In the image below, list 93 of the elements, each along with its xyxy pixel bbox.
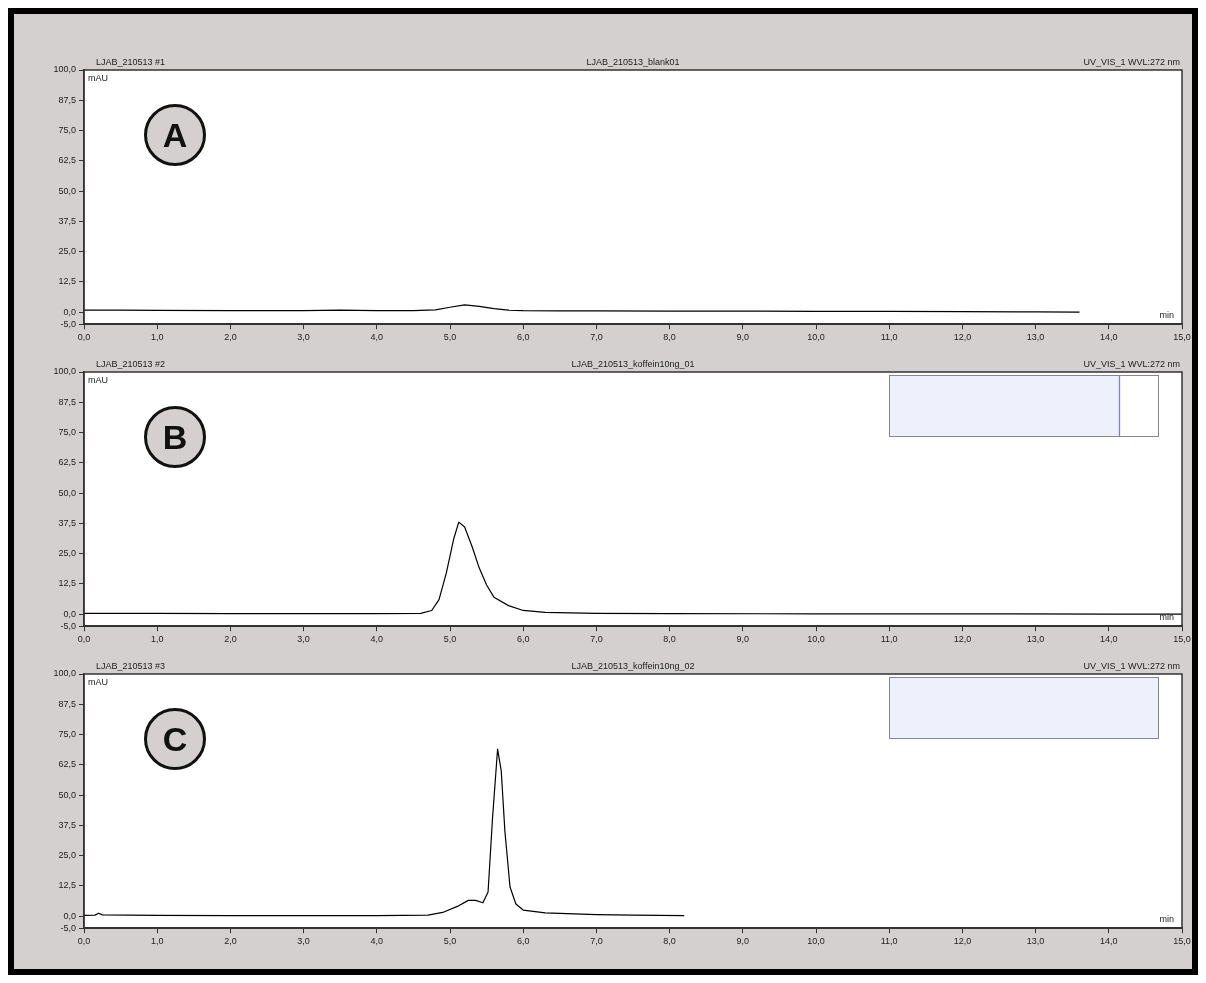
x-tick-label: 9,0	[736, 936, 750, 947]
x-tick-label: 3,0	[297, 332, 310, 343]
y-tick-label: 37,5	[58, 819, 76, 830]
y-tick-label: 25,0	[58, 246, 76, 257]
x-tick-label: 13,0	[1026, 936, 1045, 947]
x-tick-label: 10,0	[807, 332, 825, 343]
x-tick-label: 3,0	[297, 634, 310, 645]
y-tick-label: -5,0	[60, 620, 76, 631]
y-tick-label: 62,5	[58, 155, 76, 166]
x-tick-label: 8,0	[663, 936, 676, 947]
y-tick-label: 25,0	[58, 548, 76, 559]
x-tick-label: 12,0	[953, 936, 972, 947]
x-tick-label: 4,0	[370, 936, 384, 947]
y-tick-label: 100,0	[53, 366, 76, 377]
y-tick-label: -5,0	[60, 318, 76, 329]
y-tick-label: 62,5	[58, 457, 76, 468]
x-tick-label: 6,0	[516, 332, 530, 343]
x-tick-label: 9,0	[736, 634, 750, 645]
x-tick-label: 10,0	[807, 936, 825, 947]
y-tick-label: 50,0	[58, 185, 76, 196]
x-tick-label: 15,0	[1173, 634, 1191, 645]
x-tick-label: 6,0	[516, 634, 530, 645]
y-axis-title: mAU	[88, 72, 108, 83]
x-tick-label: 13,0	[1026, 332, 1045, 343]
y-tick-label: 50,0	[58, 789, 76, 800]
y-tick-label: 100,0	[53, 668, 76, 679]
x-tick-label: 2,0	[224, 936, 237, 947]
x-tick-label: 5,0	[443, 936, 457, 947]
text: UV_VIS_1 WVL:272 nm	[1083, 358, 1180, 369]
y-tick-label: 12,5	[58, 880, 76, 891]
x-tick-label: 15,0	[1173, 936, 1191, 947]
x-tick-label: 7,0	[590, 332, 603, 343]
y-tick-label: 87,5	[58, 698, 76, 709]
y-tick-label: 75,0	[58, 125, 76, 136]
y-tick-label: 62,5	[58, 759, 76, 770]
y-tick-label: 0,0	[63, 608, 76, 619]
x-tick-label: 4,0	[370, 332, 384, 343]
x-axis-title: min	[1159, 612, 1174, 623]
x-tick-label: 1,0	[150, 634, 164, 645]
y-tick-label: 87,5	[58, 94, 76, 105]
x-tick-label: 1,0	[150, 332, 164, 343]
x-tick-label: 0,0	[77, 332, 91, 343]
y-tick-label: 37,5	[58, 517, 76, 528]
x-tick-label: 5,0	[443, 332, 457, 343]
x-tick-label: 0,0	[77, 936, 91, 947]
chart-title: LJAB_210513_blank01	[586, 56, 680, 67]
x-tick-label: 13,0	[1026, 634, 1045, 645]
x-tick-label: 8,0	[663, 332, 676, 343]
x-tick-label: 1,0	[150, 936, 164, 947]
text: UV_VIS_1 WVL:272 nm	[1083, 56, 1180, 67]
text: LJAB_210513 #3	[96, 660, 166, 671]
x-tick-label: 14,0	[1100, 332, 1118, 343]
x-tick-label: 4,0	[370, 634, 384, 645]
y-tick-label: 75,0	[58, 729, 76, 740]
y-tick-label: 50,0	[58, 487, 76, 498]
x-tick-label: 0,0	[77, 634, 91, 645]
x-tick-label: 9,0	[736, 332, 750, 343]
chart-title: LJAB_210513_koffein10ng_01	[571, 358, 695, 369]
x-tick-label: 5,0	[443, 634, 457, 645]
y-tick-label: 75,0	[58, 427, 76, 438]
y-axis-title: mAU	[88, 676, 108, 687]
y-tick-label: 12,5	[58, 578, 76, 589]
y-tick-label: 87,5	[58, 396, 76, 407]
y-axis-title: mAU	[88, 374, 108, 385]
x-tick-label: 11,0	[880, 936, 898, 947]
y-tick-label: -5,0	[60, 922, 76, 933]
text: LJAB_210513 #2	[96, 358, 166, 369]
x-axis-title: min	[1159, 914, 1174, 925]
x-tick-label: 7,0	[590, 634, 603, 645]
y-tick-label: 37,5	[58, 215, 76, 226]
y-tick-label: 25,0	[58, 850, 76, 861]
x-tick-label: 2,0	[224, 332, 237, 343]
x-tick-label: 14,0	[1100, 634, 1118, 645]
x-tick-label: 8,0	[663, 634, 676, 645]
x-tick-label: 7,0	[590, 936, 603, 947]
x-tick-label: 3,0	[297, 936, 310, 947]
x-tick-label: 12,0	[953, 332, 972, 343]
x-tick-label: 10,0	[807, 634, 825, 645]
y-tick-label: 100,0	[53, 64, 76, 75]
x-tick-label: 11,0	[880, 634, 898, 645]
x-tick-label: 2,0	[224, 634, 237, 645]
chart-title: LJAB_210513_koffein10ng_02	[571, 660, 695, 671]
y-tick-label: 0,0	[63, 910, 76, 921]
text: LJAB_210513 #1	[96, 56, 166, 67]
x-tick-label: 6,0	[516, 936, 530, 947]
x-tick-label: 12,0	[953, 634, 972, 645]
x-tick-label: 11,0	[880, 332, 898, 343]
x-tick-label: 14,0	[1100, 936, 1118, 947]
y-tick-label: 0,0	[63, 306, 76, 317]
x-tick-label: 15,0	[1173, 332, 1191, 343]
text: UV_VIS_1 WVL:272 nm	[1083, 660, 1180, 671]
x-axis-title: min	[1159, 310, 1174, 321]
y-tick-label: 12,5	[58, 276, 76, 287]
